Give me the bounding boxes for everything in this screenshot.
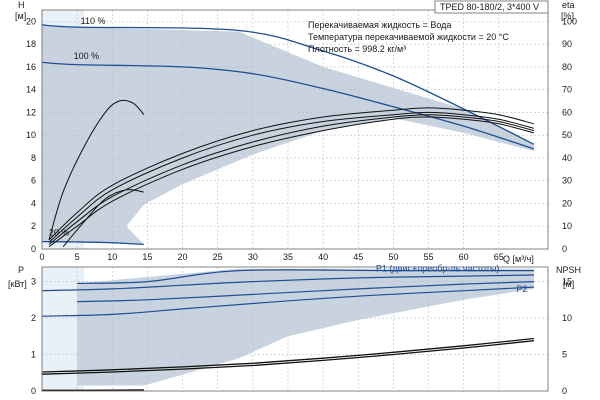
top-xtick-3: 15 bbox=[142, 252, 152, 262]
bottom-y2tick-0: 0 bbox=[562, 386, 567, 396]
top-y-axis-label: H bbox=[18, 0, 25, 10]
bottom-series-6 bbox=[41, 340, 534, 375]
bottom-ytick-3: 3 bbox=[31, 277, 36, 287]
info-liquid: Перекачиваемая жидкость = Вода bbox=[308, 20, 451, 30]
bottom-series-group bbox=[41, 269, 534, 391]
info-temperature: Температура перекачиваемой жидкости = 20… bbox=[308, 32, 509, 42]
speed-label-110: 110 % bbox=[81, 16, 106, 26]
speed-label-100: 100 % bbox=[74, 51, 100, 61]
top-ytick-8: 16 bbox=[26, 62, 36, 72]
top-series-7 bbox=[48, 116, 535, 248]
top-ytick-3: 6 bbox=[31, 176, 36, 186]
top-y2tick-10: 100 bbox=[562, 16, 577, 26]
bottom-series-1 bbox=[41, 274, 534, 292]
top-series-0 bbox=[41, 24, 535, 145]
bottom-y2tick-2: 10 bbox=[562, 313, 572, 323]
top-y2tick-2: 20 bbox=[562, 198, 572, 208]
top-y2tick-3: 30 bbox=[562, 176, 572, 186]
top-series-3 bbox=[48, 99, 145, 241]
top-y2tick-8: 80 bbox=[562, 62, 572, 72]
top-xtick-0: 0 bbox=[39, 252, 44, 262]
bottom-ytick-1: 1 bbox=[31, 350, 36, 360]
bottom-ytick-0: 0 bbox=[31, 386, 36, 396]
p1-series-label: P1 (двиг.+преобр-ль частоты) bbox=[376, 264, 500, 274]
top-ytick-5: 10 bbox=[26, 130, 36, 140]
top-xtick-4: 20 bbox=[178, 252, 188, 262]
top-y2tick-7: 70 bbox=[562, 85, 572, 95]
top-ytick-6: 12 bbox=[26, 107, 36, 117]
top-y2tick-6: 60 bbox=[562, 107, 572, 117]
top-series-1 bbox=[41, 61, 535, 150]
top-y2-axis-unit: [%] bbox=[561, 11, 574, 21]
top-y2tick-4: 40 bbox=[562, 153, 572, 163]
top-xtick-11: 55 bbox=[424, 252, 434, 262]
top-ytick-7: 14 bbox=[26, 85, 36, 95]
top-xtick-8: 40 bbox=[318, 252, 328, 262]
top-y2-axis-label: eta bbox=[562, 0, 575, 10]
top-xtick-7: 35 bbox=[283, 252, 293, 262]
top-xtick-1: 5 bbox=[75, 252, 80, 262]
bottom-tick-labels: 0 1 2 3 0 5 10 15 bbox=[31, 277, 572, 396]
top-series-8 bbox=[62, 189, 144, 248]
top-operating-envelope bbox=[42, 10, 534, 249]
bottom-series-0 bbox=[77, 269, 534, 284]
top-y2tick-5: 50 bbox=[562, 130, 572, 140]
bottom-y-axis-unit: [кВт] bbox=[8, 279, 27, 289]
bottom-series-3 bbox=[41, 286, 534, 317]
top-ytick-1: 2 bbox=[31, 221, 36, 231]
top-ytick-10: 20 bbox=[26, 16, 36, 26]
top-y2tick-1: 10 bbox=[562, 221, 572, 231]
top-xtick-12: 60 bbox=[459, 252, 469, 262]
speed-label-20: 20 % bbox=[49, 228, 70, 238]
top-series-5 bbox=[48, 111, 535, 243]
top-y2tick-9: 90 bbox=[562, 39, 572, 49]
bottom-y2-axis-label: NPSH bbox=[556, 265, 581, 275]
top-ytick-2: 4 bbox=[31, 198, 36, 208]
top-ytick-9: 18 bbox=[26, 39, 36, 49]
chart-title: TPED 80-180/2, 3*400 V bbox=[440, 2, 539, 12]
bottom-y-axis-label: P bbox=[18, 265, 24, 275]
title-box bbox=[434, 0, 549, 14]
bottom-y2-axis-unit: [м] bbox=[563, 279, 574, 289]
top-series-2 bbox=[41, 240, 144, 246]
bottom-series-2 bbox=[77, 281, 534, 303]
top-xtick-13: 65 bbox=[494, 252, 504, 262]
top-xtick-6: 30 bbox=[248, 252, 258, 262]
bottom-series-5 bbox=[41, 337, 534, 373]
top-xtick-5: 25 bbox=[213, 252, 223, 262]
top-y-axis-unit: [м] bbox=[15, 11, 26, 21]
top-series-4 bbox=[48, 107, 535, 241]
bottom-ytick-2: 2 bbox=[31, 313, 36, 323]
top-tick-labels: 0 5 10 15 20 25 30 35 40 45 50 55 60 65 0 2 4 6 8 10 12 14 16 1… bbox=[26, 16, 577, 262]
p2-series-label: P2 bbox=[516, 284, 527, 294]
top-ytick-0: 0 bbox=[31, 244, 36, 254]
top-series-group bbox=[41, 24, 535, 248]
top-series-6 bbox=[48, 114, 535, 245]
top-x-axis-label: Q [м³/ч] bbox=[503, 254, 534, 264]
top-ytick-4: 8 bbox=[31, 153, 36, 163]
bottom-y2tick-1: 5 bbox=[562, 350, 567, 360]
bottom-plot-frame bbox=[41, 266, 549, 392]
top-plot-frame bbox=[41, 9, 549, 250]
bottom-y2tick-3: 15 bbox=[562, 277, 572, 287]
top-y2tick-0: 0 bbox=[562, 244, 567, 254]
top-xtick-9: 45 bbox=[353, 252, 363, 262]
top-xtick-2: 10 bbox=[107, 252, 117, 262]
info-density: Плотность = 998.2 кг/м³ bbox=[308, 44, 406, 54]
top-xtick-10: 50 bbox=[388, 252, 398, 262]
